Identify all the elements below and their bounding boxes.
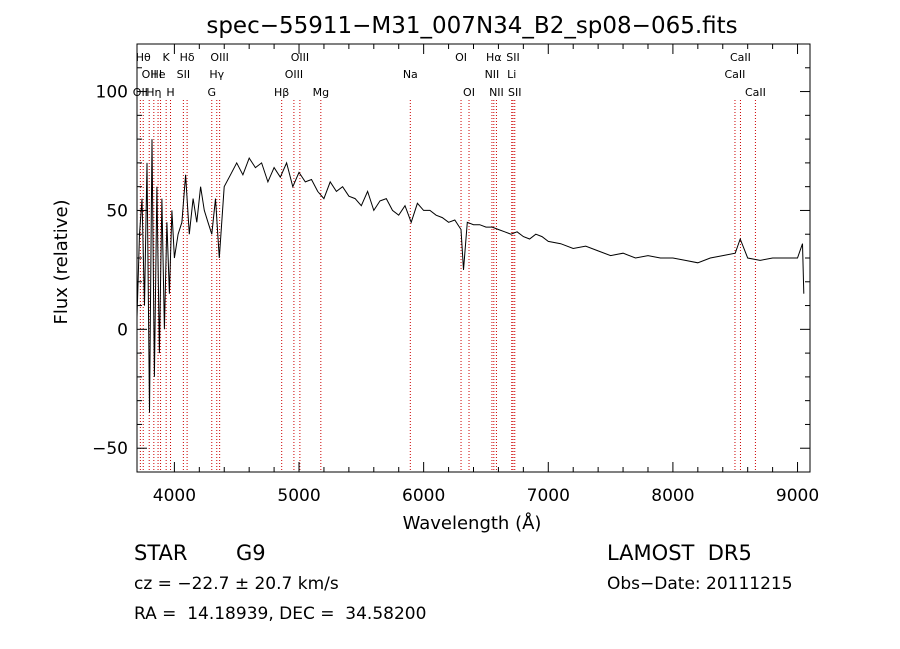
redshift-value: cz = −22.7 ± 20.7 km/s: [134, 574, 339, 594]
line-marker-label: CaII: [730, 51, 751, 64]
line-marker-label: SII: [506, 51, 519, 64]
object-class: STAR: [134, 541, 188, 565]
chart-title: spec−55911−M31_007N34_B2_sp08−065.fits: [206, 13, 737, 39]
line-marker-label: CaII: [745, 86, 766, 99]
line-marker-label: OI: [463, 86, 475, 99]
x-tick-label: 5000: [277, 486, 320, 506]
x-tick-label: 7000: [527, 486, 570, 506]
x-tick-label: 9000: [776, 486, 819, 506]
sky-coordinates: RA = 14.18939, DEC = 34.58200: [134, 604, 427, 624]
line-marker-label: He: [151, 68, 166, 81]
line-marker-label: Hγ: [209, 68, 224, 81]
spectrum-line: [136, 139, 805, 413]
y-tick-label: 0: [117, 320, 128, 340]
line-marker-label: Hβ: [274, 86, 289, 99]
observation-date: Obs−Date: 20111215: [607, 574, 793, 594]
line-marker-label: G: [208, 86, 217, 99]
line-marker-label: Hδ: [180, 51, 195, 64]
x-tick-label: 4000: [153, 486, 196, 506]
line-marker-label: SII: [508, 86, 521, 99]
line-marker-label: Mg: [313, 86, 329, 99]
x-tick-label: 6000: [402, 486, 445, 506]
x-axis-label: Wavelength (Å): [403, 512, 542, 534]
line-marker-label: OI: [455, 51, 467, 64]
line-marker-label: OIII: [285, 68, 303, 81]
line-marker-label: Hα: [486, 51, 502, 64]
y-tick-label: 50: [106, 201, 128, 221]
y-tick-label: −50: [92, 439, 128, 459]
line-marker-label: NII: [485, 68, 500, 81]
line-marker-label: K: [163, 51, 171, 64]
x-tick-label: 8000: [651, 486, 694, 506]
axis-ticks: 4000 5000 6000 7000 8000 9000 −50 0 50 100: [92, 43, 819, 506]
line-marker-label: Na: [403, 68, 418, 81]
line-marker-label: OIII: [291, 51, 309, 64]
line-markers: OIIHθOIIHηHeIKHSIIHδGHγOIIIHβOIIIOIIIMgN…: [133, 51, 766, 472]
line-marker-label: OII: [133, 86, 148, 99]
line-marker-label: Hη: [146, 86, 161, 99]
line-marker-label: OII: [142, 68, 157, 81]
spectrum-series: [136, 139, 805, 413]
line-marker-label: Hθ: [136, 51, 151, 64]
object-subclass: G9: [236, 541, 266, 565]
line-marker-label: Li: [507, 68, 516, 81]
line-marker-label: H: [166, 86, 174, 99]
line-marker-label: OIII: [210, 51, 228, 64]
line-marker-label: SII: [177, 68, 190, 81]
line-marker-label: I: [159, 68, 162, 81]
line-marker-label: NII: [489, 86, 504, 99]
y-tick-label: 100: [96, 83, 128, 103]
y-axis-label: Flux (relative): [51, 199, 72, 324]
survey-name: LAMOST DR5: [607, 541, 752, 565]
line-marker-label: CaII: [725, 68, 746, 81]
